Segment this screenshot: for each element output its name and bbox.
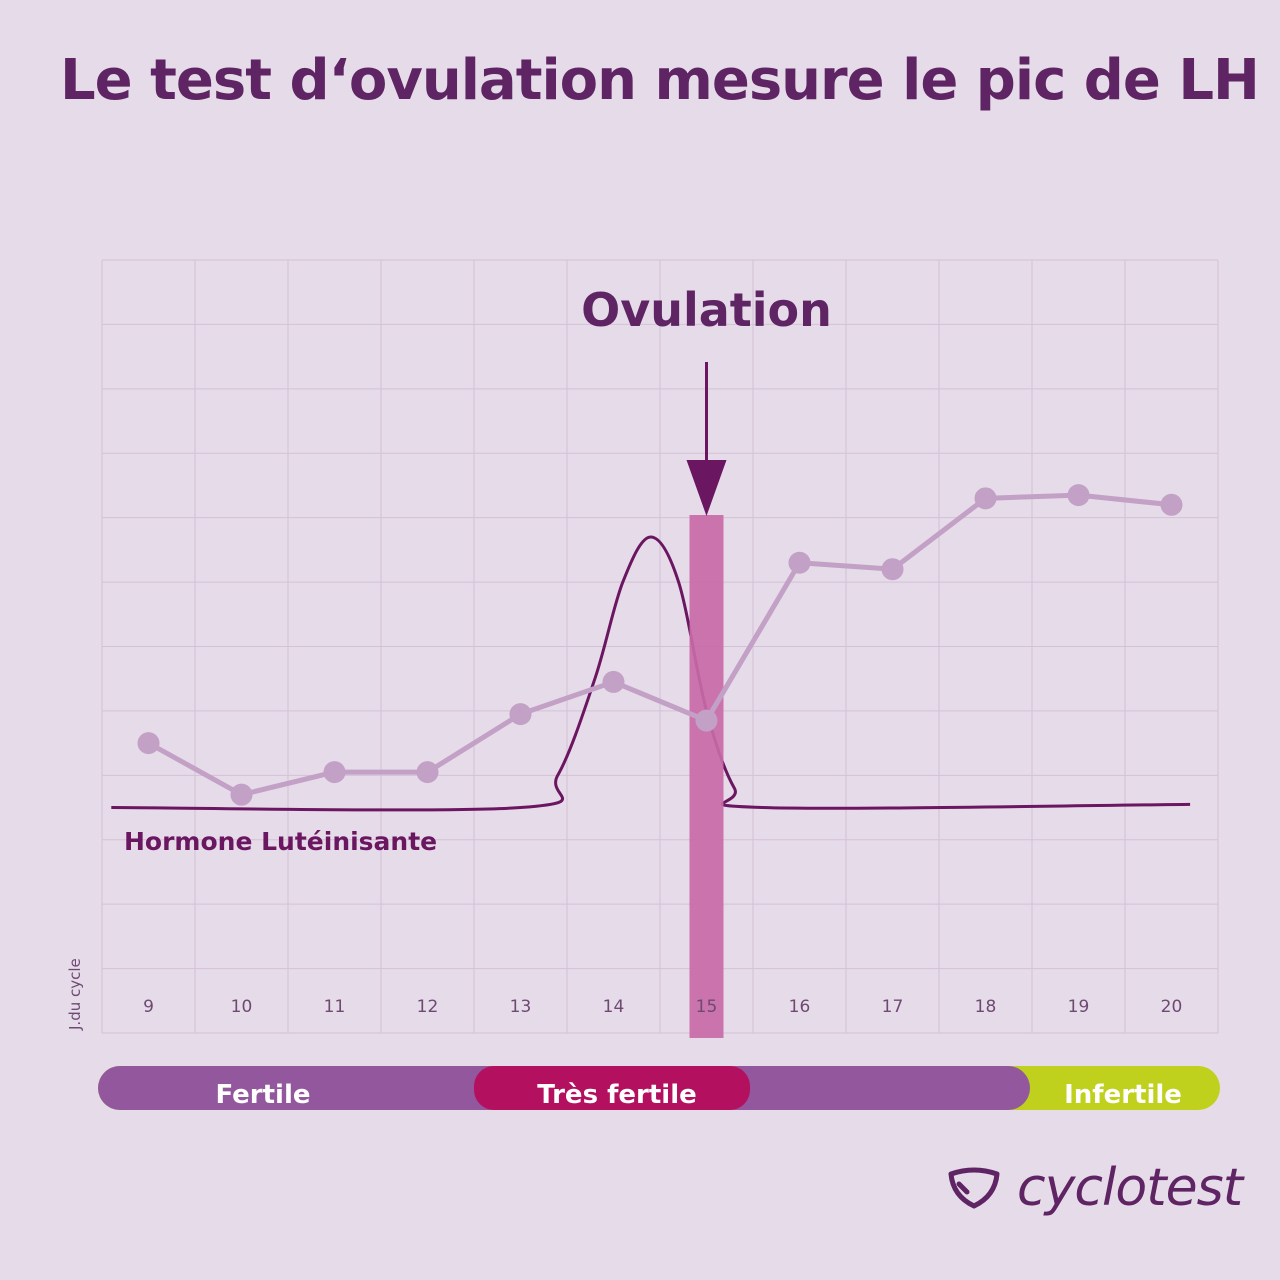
- chart-grid: [101, 259, 1219, 1034]
- temperature-point: [974, 487, 997, 510]
- lh-label: Hormone Lutéinisante: [124, 827, 437, 856]
- x-tick-label: 14: [603, 997, 625, 1017]
- page-title: Le test d‘ovulation mesure le pic de LH: [60, 48, 1260, 113]
- x-tick-label: 13: [510, 997, 532, 1017]
- phase-bar: Fertile Très fertile Infertile: [98, 1066, 1220, 1110]
- temperature-point: [788, 551, 811, 574]
- x-tick-label: 19: [1068, 997, 1090, 1017]
- phase-tres-fertile: [474, 1066, 750, 1110]
- temperature-point: [137, 732, 160, 755]
- temperature-point: [416, 761, 439, 784]
- temperature-point: [1160, 493, 1183, 516]
- lh-curve: [111, 535, 1191, 812]
- temperature-line: [147, 492, 1172, 798]
- temperature-point: [881, 558, 904, 581]
- x-tick-label: 17: [882, 997, 904, 1017]
- phase-label: Infertile: [1064, 1080, 1182, 1110]
- x-tick-label: 12: [417, 997, 439, 1017]
- x-tick-label: 20: [1161, 997, 1183, 1017]
- temperature-point: [509, 703, 532, 726]
- temperature-point: [695, 709, 718, 732]
- x-tick-label: 15: [696, 997, 718, 1017]
- temperature-point: [230, 783, 253, 806]
- x-tick-label: 10: [231, 997, 253, 1017]
- ovulation-bar: [689, 515, 724, 1038]
- temperature-point: [323, 761, 346, 784]
- brand-name: cyclotest: [1017, 1158, 1243, 1218]
- x-tick-label: 9: [143, 997, 154, 1017]
- cyclotest-logo-icon: [948, 1167, 1000, 1209]
- x-tick-label: 18: [975, 997, 997, 1017]
- x-tick-label: 16: [789, 997, 811, 1017]
- phase-label: Fertile: [215, 1080, 310, 1110]
- temperature-point: [602, 670, 625, 693]
- x-axis-label: J.du cycle: [66, 958, 84, 1031]
- phase-label: Très fertile: [537, 1080, 697, 1110]
- chart-labels: 9 10 11 12 13 14 15 16 17 18 19 20 J.du cycle: [66, 958, 1182, 1031]
- temperature-point: [1067, 484, 1090, 507]
- x-tick-label: 11: [324, 997, 346, 1017]
- brand-logo: cyclotest: [945, 1158, 1243, 1218]
- ovulation-label: Ovulation: [581, 283, 832, 337]
- ovulation-arrow-head: [686, 460, 727, 516]
- ovulation-group: Ovulation: [581, 283, 832, 1038]
- lh-curve-group: Hormone Lutéinisante: [111, 535, 1191, 856]
- temperature-series-group: [137, 484, 1183, 806]
